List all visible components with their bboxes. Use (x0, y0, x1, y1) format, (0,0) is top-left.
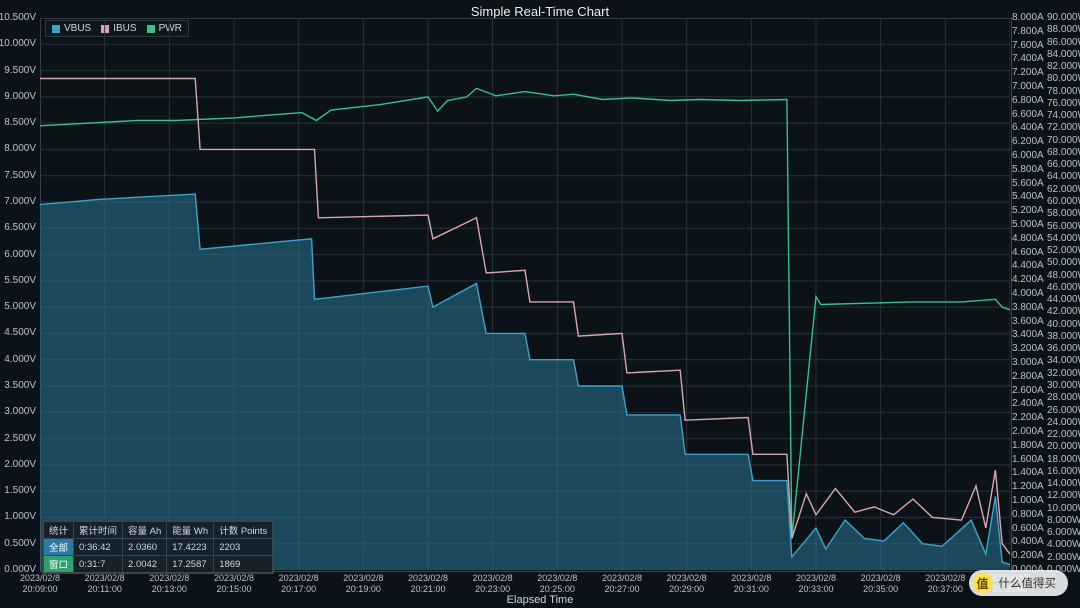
chart-title: Simple Real-Time Chart (0, 4, 1080, 19)
stats-panel: 统计累计时间容量 Ah能量 Wh计数 Points全部0:36:422.0360… (42, 520, 274, 574)
x-axis-label: Elapsed Time (0, 594, 1080, 606)
badge-text: 什么值得买 (999, 578, 1057, 590)
data-lines (40, 18, 1010, 570)
badge-icon: 值 (973, 573, 993, 593)
stats-table: 统计累计时间容量 Ah能量 Wh计数 Points全部0:36:422.0360… (43, 521, 273, 573)
watermark-badge: 值 什么值得买 (969, 570, 1069, 596)
